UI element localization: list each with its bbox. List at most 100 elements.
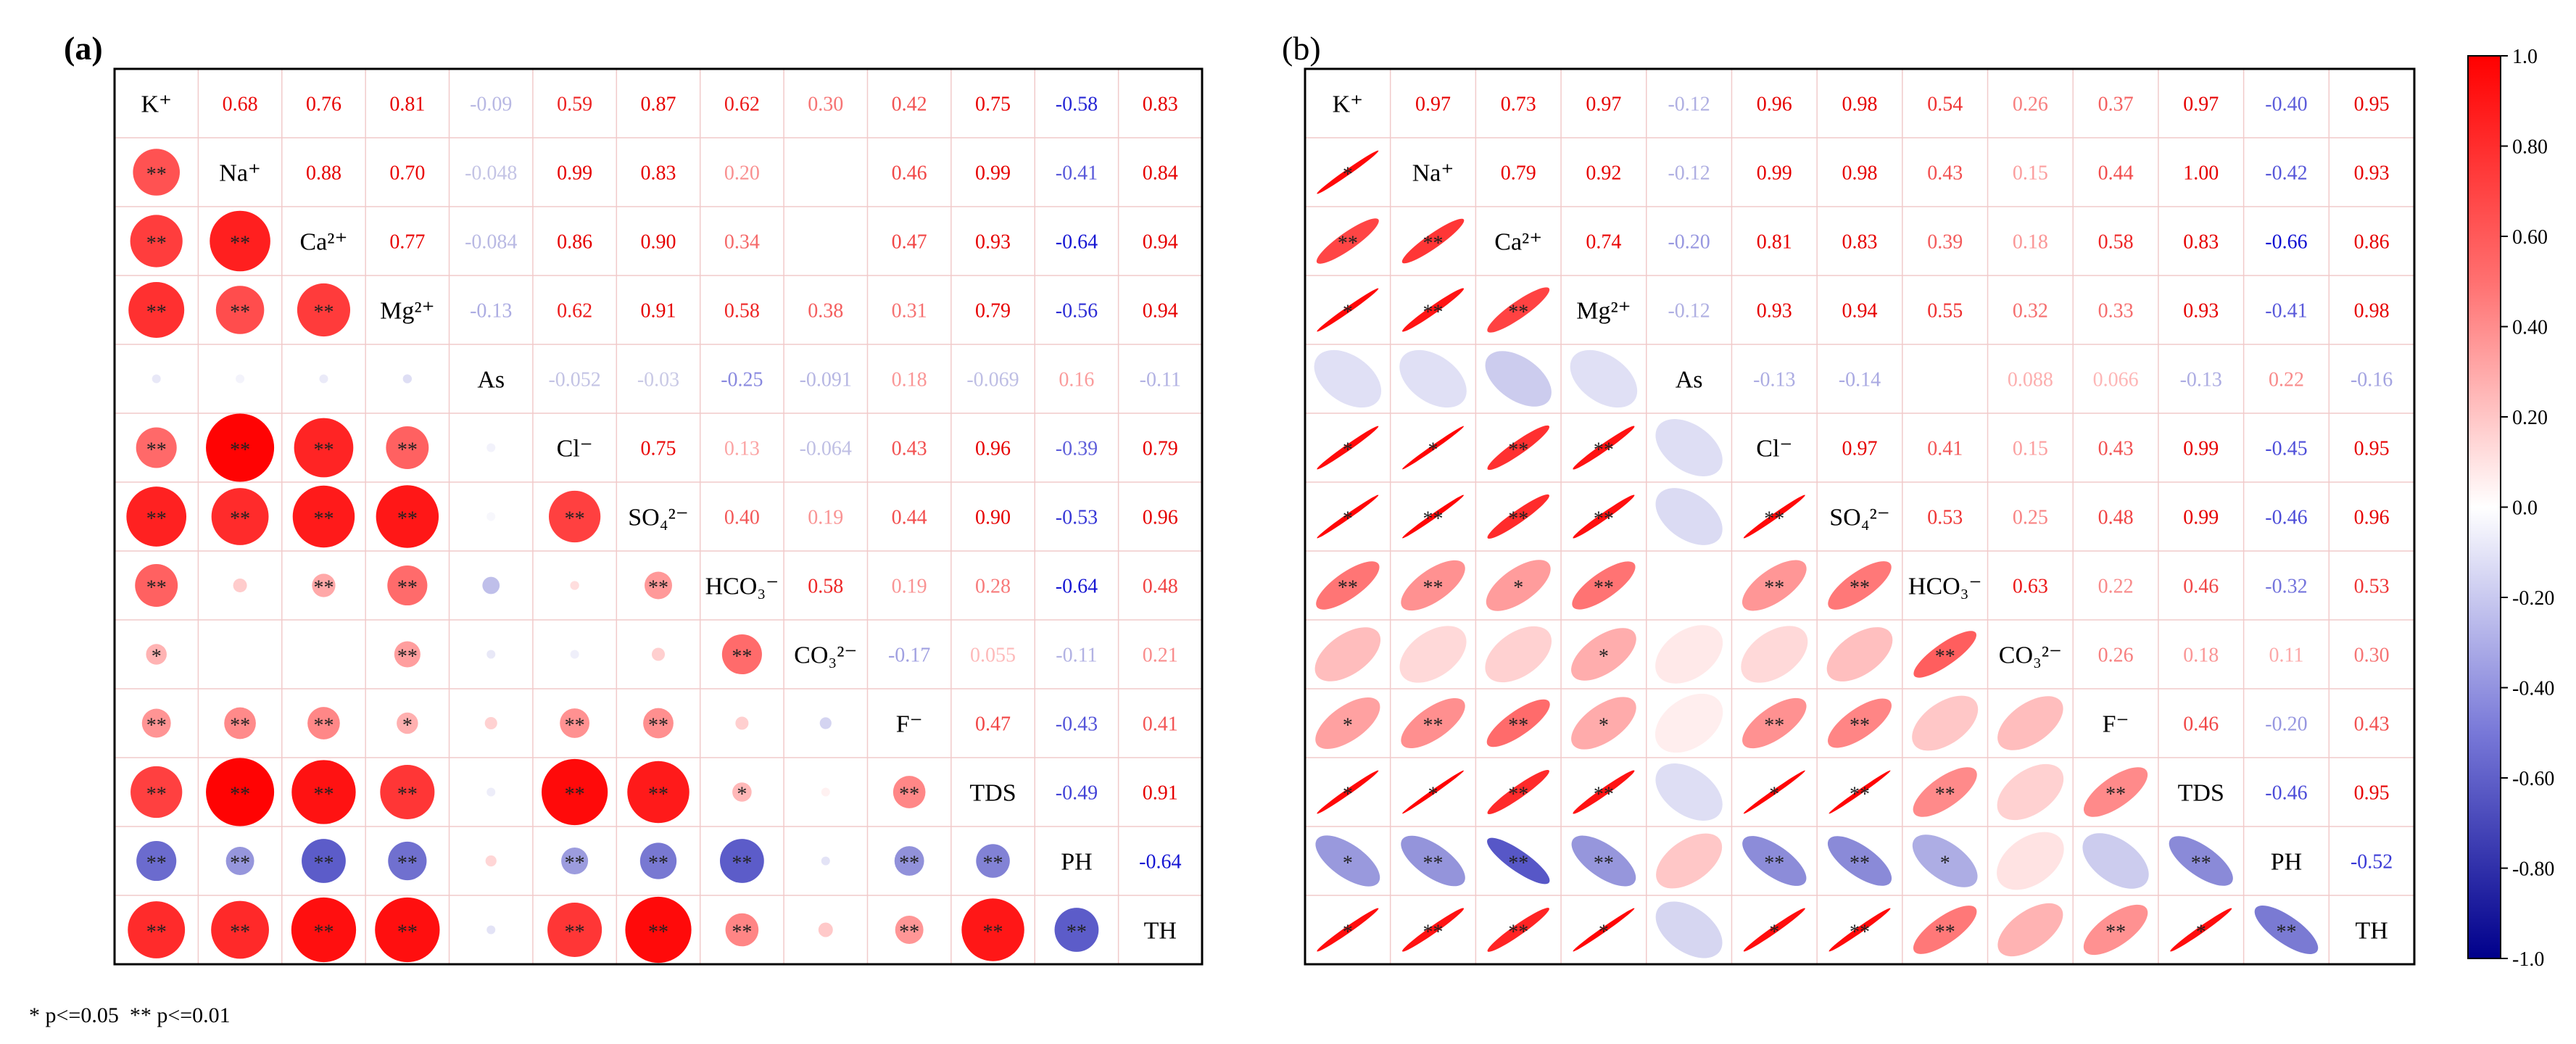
correlation-value: -0.41 [1056, 162, 1098, 185]
correlation-circle [725, 913, 759, 947]
significance-mark: ** [146, 921, 167, 944]
correlation-ellipse [1913, 906, 1977, 954]
significance-mark: * [1343, 164, 1353, 186]
variable-label: TH [1144, 918, 1177, 945]
correlation-value: 0.99 [557, 162, 592, 185]
correlation-ellipse [1912, 695, 1979, 751]
correlation-value: -0.13 [470, 300, 512, 323]
significance-mark: ** [1423, 233, 1444, 255]
colorbar-gradient [2467, 55, 2501, 959]
significance-mark: ** [1508, 715, 1528, 737]
correlation-circle [570, 581, 579, 590]
correlation-value: -0.052 [548, 369, 600, 392]
correlation-value: -0.20 [2265, 713, 2307, 736]
correlation-ellipse [2170, 908, 2232, 952]
correlation-matrix-a: K⁺ 0.68 0.76 0.81 -0.09 0.59 0.87 0.62 0.30 0.42 0… [113, 67, 1204, 966]
significance-mark: ** [1508, 302, 1528, 324]
correlation-value: 0.41 [1143, 713, 1178, 736]
correlation-ellipse [1997, 832, 2064, 890]
correlation-ellipse [1742, 560, 1807, 611]
matrix-border [1304, 67, 2416, 966]
correlation-value: -0.12 [1668, 162, 1710, 185]
correlation-circle [206, 413, 275, 482]
correlation-ellipse [1655, 488, 1723, 545]
correlation-ellipse [1997, 903, 2063, 957]
correlation-circle [732, 782, 752, 802]
correlation-value: 0.32 [2013, 300, 2048, 323]
correlation-circle [291, 760, 356, 824]
correlation-ellipse [1401, 218, 1465, 264]
correlation-value: 0.18 [2183, 645, 2219, 667]
correlation-value: 0.68 [223, 94, 258, 116]
significance-mark: ** [1935, 921, 1955, 944]
significance-mark: ** [313, 302, 334, 324]
significance-mark: ** [732, 921, 752, 944]
significance-mark: * [1940, 853, 1950, 875]
correlation-circle [136, 427, 177, 468]
colorbar-tick-label: -0.20 [2512, 587, 2554, 610]
significance-mark: ** [1935, 646, 1955, 668]
correlation-ellipse [1572, 561, 1636, 610]
correlation-circle [486, 512, 496, 521]
significance-mark: ** [313, 853, 334, 875]
correlation-value: -0.25 [721, 369, 763, 392]
correlation-value: -0.12 [1668, 94, 1710, 116]
correlation-circle [294, 418, 354, 478]
correlation-value: 0.93 [1757, 300, 1792, 323]
correlation-ellipse [1314, 627, 1381, 682]
correlation-ellipse [1913, 767, 1977, 817]
variable-label: CO₃²⁻ [794, 642, 857, 669]
correlation-value: 0.58 [724, 300, 760, 323]
significance-mark: ** [983, 853, 1003, 875]
correlation-ellipse [1742, 697, 1807, 749]
correlation-value: 0.25 [2013, 507, 2048, 529]
significance-mark: ** [732, 853, 752, 875]
correlation-value: 0.99 [975, 162, 1011, 185]
correlation-value: 0.74 [1586, 231, 1621, 254]
correlation-value: 0.43 [1927, 162, 1963, 185]
correlation-circle [312, 573, 336, 597]
correlation-ellipse [1826, 627, 1893, 682]
correlation-ellipse [1573, 494, 1635, 539]
significance-mark: ** [1508, 853, 1528, 875]
correlation-ellipse [1487, 769, 1549, 815]
correlation-value: 0.066 [2093, 369, 2139, 392]
significance-mark: ** [732, 646, 752, 668]
correlation-ellipse [1743, 908, 1805, 952]
significance-mark: ** [230, 715, 250, 737]
correlation-value: 0.97 [1586, 94, 1621, 116]
colorbar-tick-label: 0.0 [2512, 497, 2538, 520]
matrix-border [113, 67, 1204, 966]
correlation-circle [297, 283, 351, 337]
significance-mark: * [737, 784, 747, 806]
significance-mark: ** [1423, 508, 1444, 531]
significance-mark: ** [1594, 577, 1614, 600]
variable-label: PH [1061, 849, 1092, 876]
correlation-value: 0.86 [2354, 231, 2390, 254]
correlation-circle [961, 898, 1024, 961]
correlation-value: 0.34 [724, 231, 760, 254]
correlation-ellipse [1315, 697, 1380, 750]
correlation-value: 0.75 [975, 94, 1011, 116]
correlation-value: 0.48 [2098, 507, 2134, 529]
correlation-ellipse [1317, 908, 1379, 952]
significance-mark: ** [1850, 784, 1870, 806]
correlation-ellipse [1317, 426, 1379, 470]
correlation-value: 0.28 [975, 576, 1011, 598]
correlation-ellipse [1402, 770, 1464, 814]
significance-mark: ** [565, 921, 585, 944]
correlation-value: 0.98 [2354, 300, 2390, 323]
correlation-ellipse [1316, 218, 1379, 264]
correlation-value: 0.42 [892, 94, 927, 116]
variable-label: Ca²⁺ [1494, 229, 1542, 256]
correlation-circle [561, 847, 589, 875]
correlation-value: -0.42 [2265, 162, 2307, 185]
correlation-value: -0.048 [465, 162, 517, 185]
correlation-value: 0.22 [2269, 369, 2304, 392]
correlation-value: -0.12 [1668, 300, 1710, 323]
correlation-value: 0.38 [808, 300, 843, 323]
correlation-value: 0.79 [1501, 162, 1536, 185]
panel-a-label: (a) [64, 30, 103, 67]
correlation-value: 0.62 [724, 94, 760, 116]
significance-mark: ** [1508, 508, 1528, 531]
